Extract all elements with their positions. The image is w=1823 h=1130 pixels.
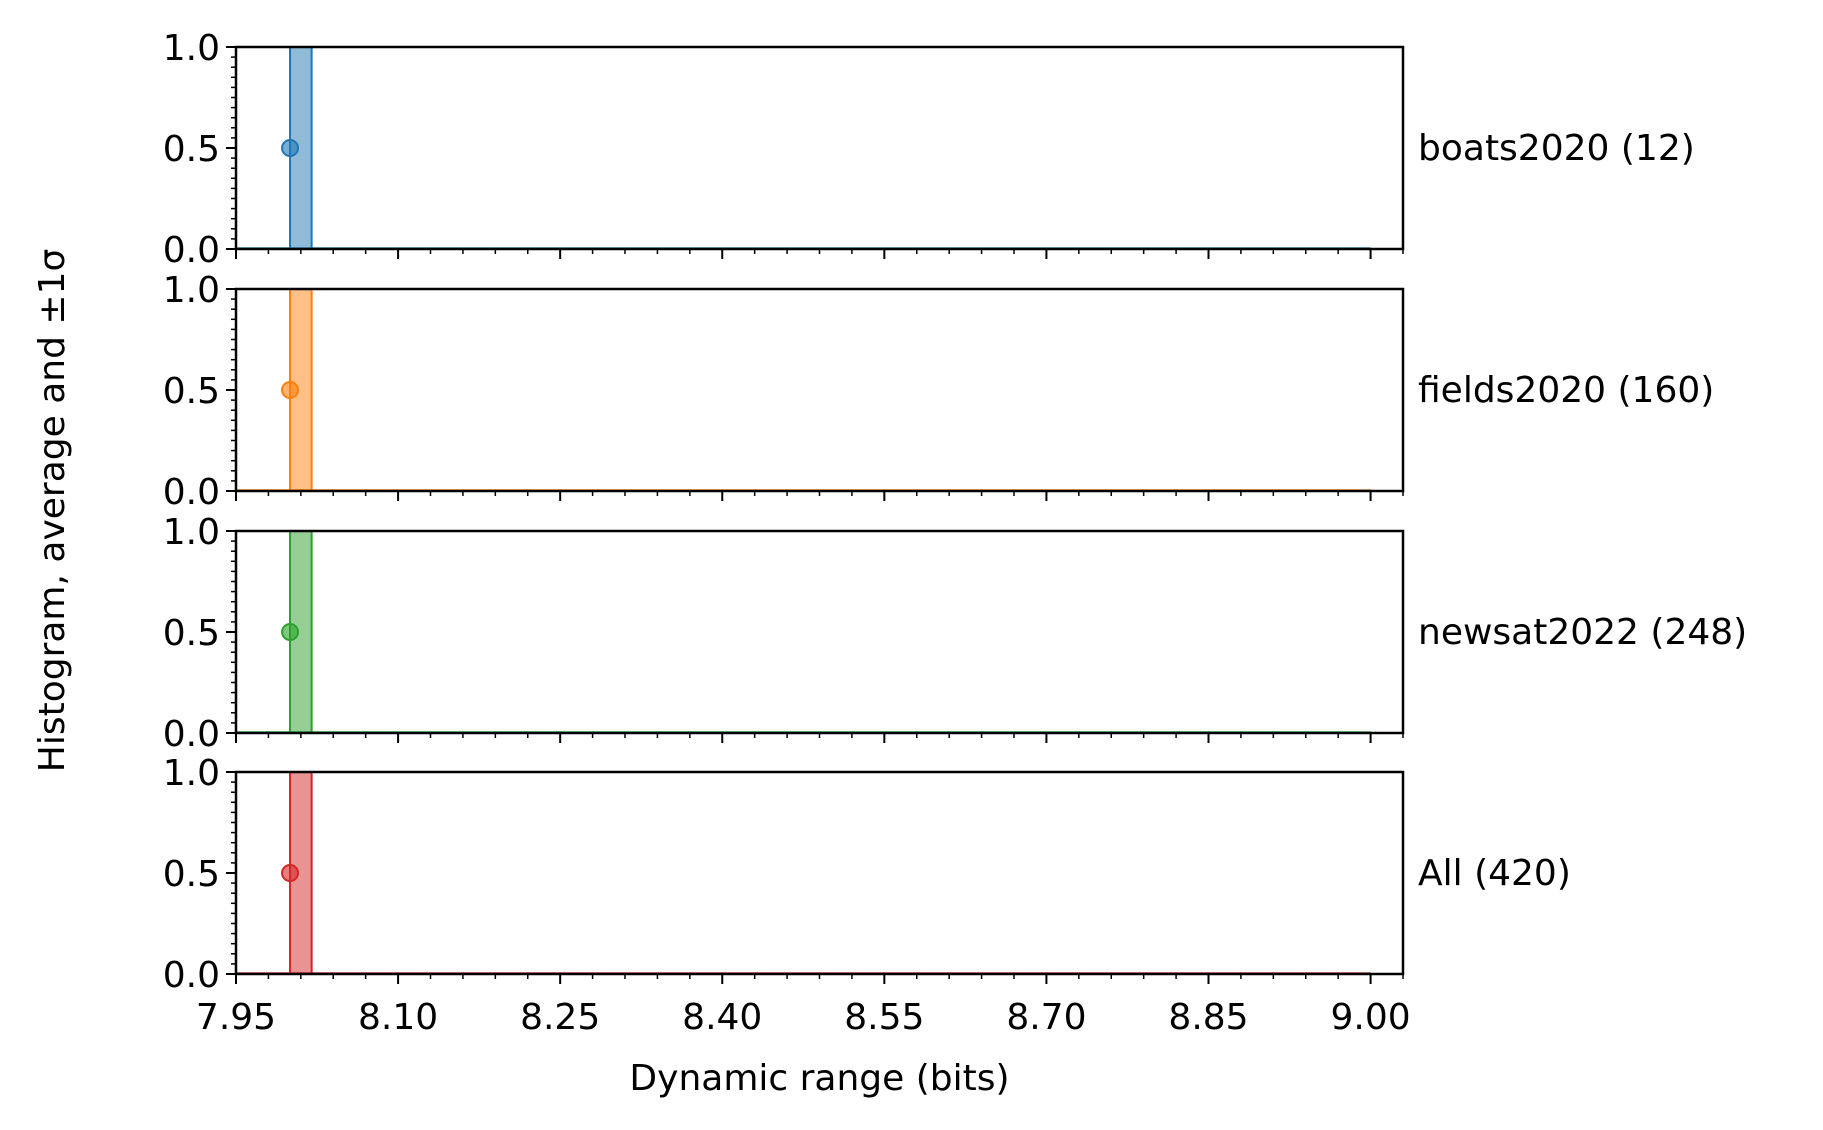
y-axis-label: Histogram, average and ±1σ — [32, 249, 73, 773]
panel-3: 0.0 0.5 1.0 All (420) — [163, 753, 1571, 996]
y-tick-label: 1.0 — [163, 753, 220, 794]
y-tick-label: 0.5 — [163, 854, 220, 895]
mean-point — [281, 623, 300, 641]
x-axis-label: Dynamic range (bits) — [629, 1058, 1009, 1099]
x-axis: 7.95 8.10 8.25 8.40 8.55 8.70 8.85 9.00 — [196, 997, 1411, 1038]
x-tick-label: 8.85 — [1168, 997, 1248, 1038]
panel-1: 0.0 0.5 1.0 fields2020 (160) — [163, 270, 1715, 513]
y-tick-label: 1.0 — [163, 28, 220, 69]
y-tick-label: 0.0 — [163, 472, 220, 513]
x-tick-label: 8.55 — [844, 997, 924, 1038]
panel-label: boats2020 (12) — [1418, 128, 1695, 169]
y-tick-label: 0.5 — [163, 129, 220, 170]
x-tick-label: 8.40 — [682, 997, 762, 1038]
panel-label: fields2020 (160) — [1418, 370, 1714, 411]
y-tick-label: 0.0 — [163, 230, 220, 271]
mean-point — [281, 139, 300, 157]
panel-label: newsat2022 (248) — [1418, 612, 1747, 653]
panel-0: 0.0 0.5 1.0 boats2020 (12) — [163, 28, 1695, 271]
panel-label: All (420) — [1418, 853, 1571, 894]
panels-group: 0.0 0.5 1.0 boats2020 (12) 0.0 0.5 1.0 fields20… — [163, 28, 1747, 996]
panel-frame — [234, 287, 1405, 493]
mean-point — [281, 381, 300, 399]
x-tick-label: 7.95 — [196, 997, 276, 1038]
x-tick-label: 8.25 — [520, 997, 600, 1038]
y-tick-label: 1.0 — [163, 512, 220, 553]
mean-point — [281, 864, 300, 882]
panel-frame — [234, 45, 1405, 251]
x-tick-label: 8.70 — [1006, 997, 1086, 1038]
x-tick-label: 9.00 — [1331, 997, 1411, 1038]
y-tick-label: 0.5 — [163, 371, 220, 412]
y-tick-label: 0.5 — [163, 613, 220, 654]
y-tick-label: 0.0 — [163, 714, 220, 755]
panel-frame — [234, 529, 1405, 735]
panel-2: 0.0 0.5 1.0 newsat2022 (248) — [163, 512, 1747, 755]
panel-frame — [234, 770, 1405, 976]
y-tick-label: 1.0 — [163, 270, 220, 311]
y-tick-label: 0.0 — [163, 955, 220, 996]
x-tick-label: 8.10 — [358, 997, 438, 1038]
